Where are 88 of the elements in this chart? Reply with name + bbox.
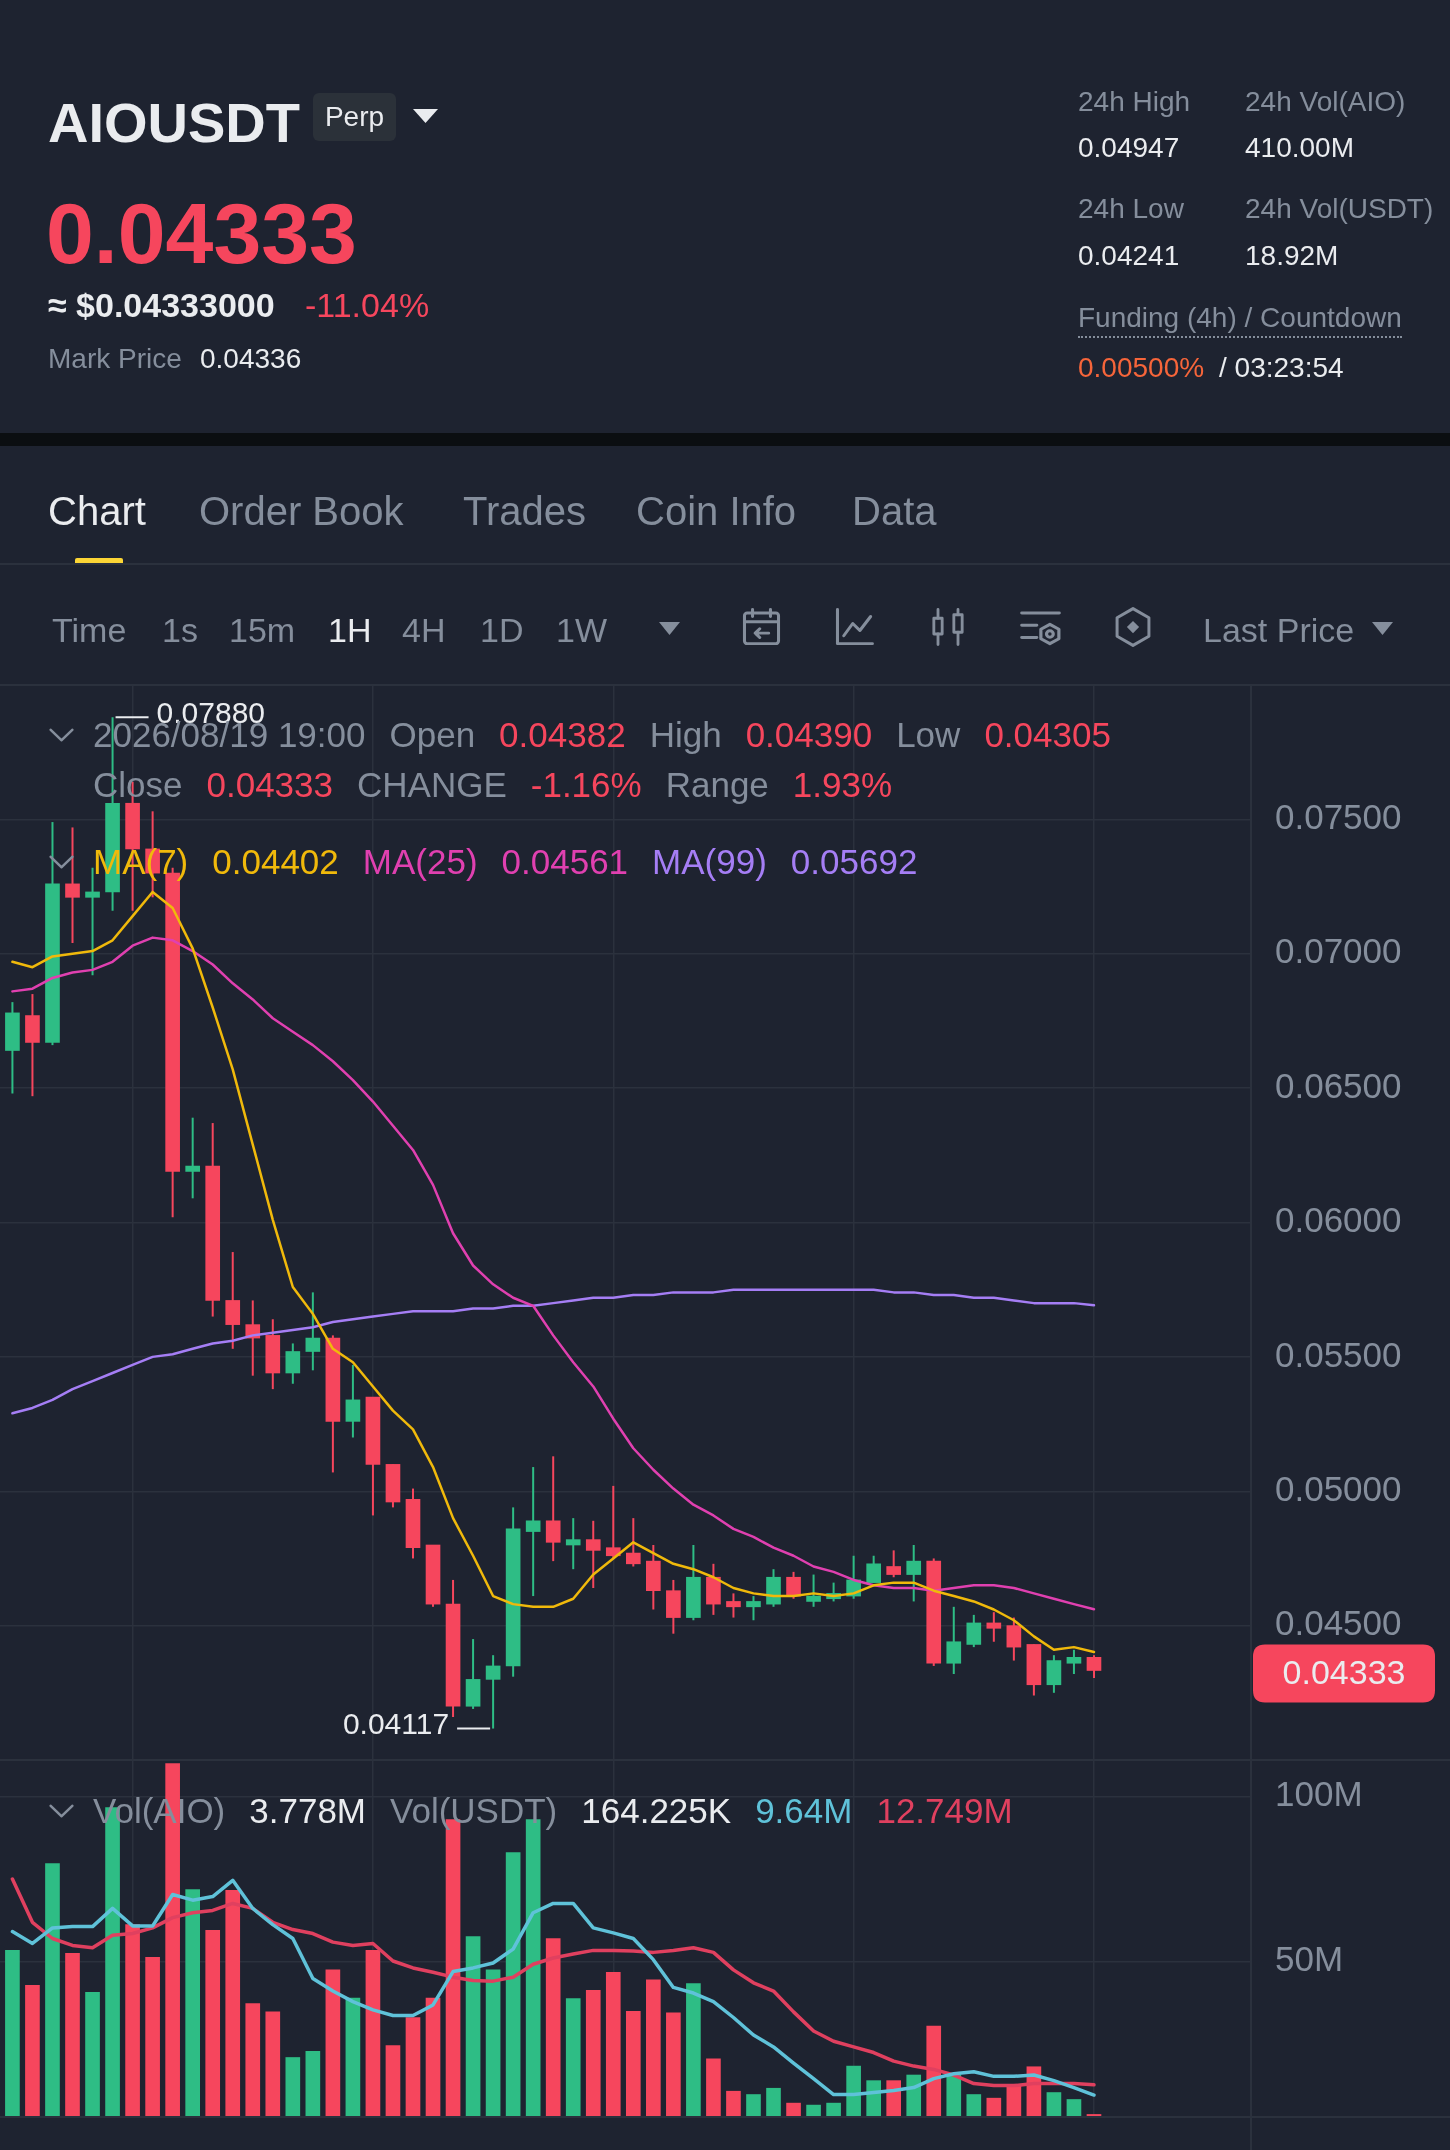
annotation: Open	[389, 714, 476, 756]
text: 4H	[402, 609, 446, 651]
text: ≈ $0.04333000	[48, 284, 275, 326]
text: Coin Info	[636, 488, 797, 535]
candlestick	[305, 1291, 321, 1372]
text: 24h Low	[1078, 192, 1184, 226]
text: 0.04947	[1078, 131, 1180, 165]
candlestick	[1006, 1616, 1022, 1662]
text: -11.04%	[305, 284, 430, 326]
text: 1H	[328, 609, 372, 651]
text: MA(25)	[362, 841, 478, 883]
candlestick	[605, 1484, 621, 1560]
candlestick	[345, 1363, 361, 1439]
candlestick	[565, 1517, 581, 1571]
candlestick	[485, 1654, 501, 1730]
text: AIOUSDT	[48, 90, 300, 157]
candlestick	[1066, 1648, 1082, 1675]
annotation: 0.04390	[745, 714, 873, 756]
candlestick	[1086, 1654, 1102, 1680]
text: 0.04241	[1078, 239, 1180, 273]
text: Mark Price	[48, 342, 182, 376]
text: 1D	[480, 609, 524, 651]
text: Funding (4h) / Countdown	[1078, 300, 1402, 338]
text: / 03:23:54	[1219, 351, 1344, 385]
annotation: High	[649, 714, 722, 756]
annotation: Low	[896, 714, 961, 756]
annotation: Vol(USDT)	[390, 1790, 558, 1832]
candlestick	[806, 1573, 821, 1608]
text: 0.04333	[1282, 1652, 1406, 1691]
annotation: 0.04305	[984, 714, 1111, 756]
candlestick	[886, 1549, 902, 1579]
y-tick-label: 0.05000	[1275, 1468, 1402, 1508]
candlestick	[906, 1544, 922, 1603]
text: Order Book	[199, 488, 404, 535]
y-tick-label: 0.06000	[1275, 1200, 1402, 1240]
text: 15m	[229, 609, 296, 651]
annotation: 0.04333	[206, 764, 334, 806]
annotation: 12.749M	[876, 1790, 1013, 1832]
text: Chart	[48, 488, 146, 535]
text: 24h Vol(AIO)	[1245, 85, 1406, 119]
annotation: 0.04382	[499, 714, 626, 756]
y-tick-label: 0.07000	[1275, 931, 1402, 971]
annotation: Range	[665, 764, 769, 806]
text: 0.04336	[200, 342, 302, 376]
annotation: 0.04402	[212, 841, 339, 883]
candlestick	[545, 1455, 561, 1563]
candlestick	[625, 1517, 641, 1568]
text: Last Price	[1203, 609, 1355, 651]
text: Perp	[323, 100, 386, 134]
text: 24h High	[1078, 85, 1191, 119]
candlestick	[786, 1570, 801, 1600]
annotation: 0.04117	[342, 1706, 450, 1740]
candlestick	[746, 1595, 761, 1622]
text: 18.92M	[1245, 239, 1339, 273]
y-tick-label: 0.04500	[1275, 1603, 1402, 1643]
y-tick-label: 50M	[1275, 1939, 1344, 1979]
text: 24h Vol(USDT)	[1245, 192, 1434, 226]
y-tick-label: 100M	[1275, 1774, 1363, 1814]
candlestick	[946, 1605, 962, 1675]
candlestick	[966, 1613, 982, 1649]
annotation: 9.64M	[755, 1790, 853, 1832]
text: 1s	[162, 609, 198, 651]
candlestick	[285, 1342, 301, 1385]
annotation: -1.16%	[530, 764, 642, 806]
candlestick	[986, 1611, 1002, 1643]
text: 0.00500%	[1078, 351, 1205, 385]
annotation: CHANGE	[357, 764, 507, 806]
candlestick	[585, 1519, 601, 1589]
candlestick	[726, 1592, 741, 1619]
text: 410.00M	[1245, 131, 1354, 165]
annotation: 3.778M	[249, 1790, 367, 1832]
y-tick-label: 0.07500	[1275, 797, 1402, 837]
text: Time	[52, 609, 127, 651]
text: MA(99)	[652, 841, 767, 883]
text: 0.04333	[46, 184, 357, 284]
annotation: 0.04561	[501, 841, 629, 883]
text: Trades	[463, 488, 587, 535]
y-tick-label: 0.05500	[1275, 1334, 1402, 1374]
candlestick	[866, 1554, 881, 1584]
candlestick	[65, 826, 80, 944]
candlestick	[185, 1116, 201, 1200]
annotation: 0.05692	[790, 841, 918, 883]
annotation: 164.225K	[581, 1790, 732, 1832]
annotation: 1.93%	[792, 764, 893, 806]
text: 1W	[556, 609, 607, 651]
text: Data	[852, 488, 937, 535]
candlestick	[525, 1466, 541, 1598]
y-tick-label: 0.06500	[1275, 1065, 1402, 1105]
